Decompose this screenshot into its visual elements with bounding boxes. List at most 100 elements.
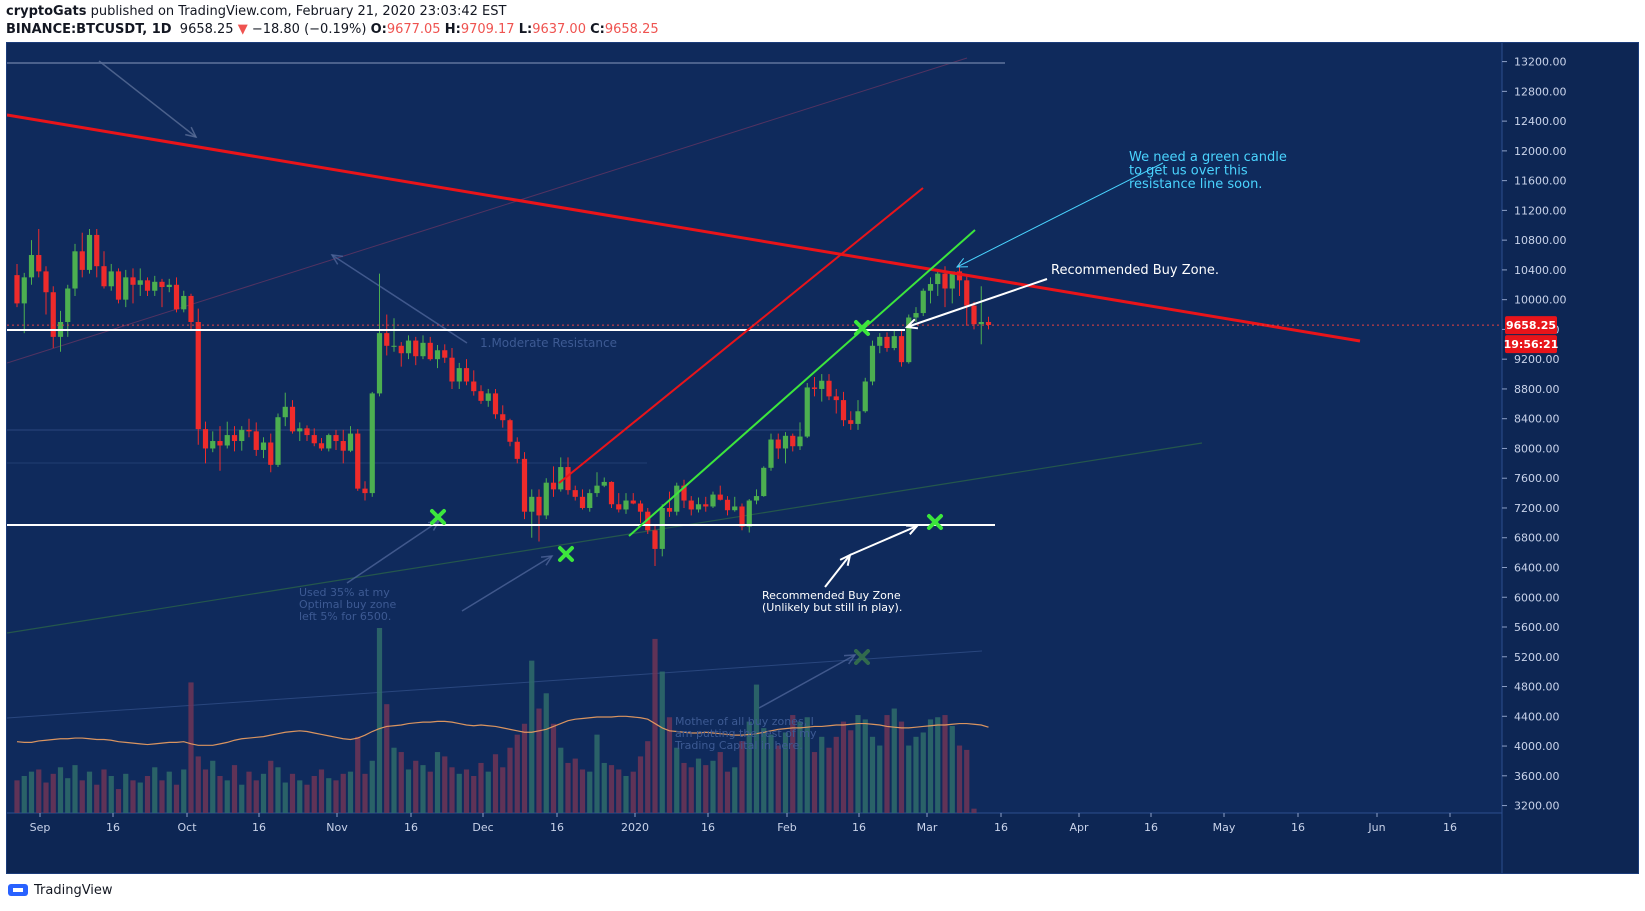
buy-zone-upper-arrow xyxy=(906,278,1048,328)
volume-bar xyxy=(666,717,673,813)
volume-bar xyxy=(514,734,520,813)
candle-body xyxy=(333,435,339,442)
price-tick-label: 13200.00 xyxy=(1514,56,1567,69)
high-value: 9709.17 xyxy=(460,22,515,37)
candle-body xyxy=(782,435,789,449)
candle-body xyxy=(166,284,172,288)
faint-top-arrow-head xyxy=(185,126,198,139)
volume-bar xyxy=(260,773,267,813)
used-35-note-line: Used 35% at my xyxy=(299,586,390,599)
candle-body xyxy=(594,485,600,494)
volume-bar xyxy=(28,771,35,813)
candle-body xyxy=(637,503,644,512)
volume-bar xyxy=(558,747,564,813)
price-tick-label: 3200.00 xyxy=(1514,800,1560,813)
volume-bar xyxy=(115,789,122,813)
volume-bar xyxy=(529,660,535,813)
buy-zone-lower-line: Recommended Buy Zone xyxy=(762,589,901,602)
price-tick-label: 7600.00 xyxy=(1514,472,1560,485)
last-price-label: 9658.25 xyxy=(1506,319,1556,332)
green-candle-note-arrow-head xyxy=(955,257,969,268)
volume-bar xyxy=(485,771,491,813)
candle-body xyxy=(877,336,883,346)
candle-body xyxy=(797,436,803,447)
chart-area[interactable]: 3200.00 3600.00 4000.00 4400.00 4800.00 5200.… xyxy=(6,42,1639,874)
volume-bar xyxy=(268,760,274,813)
mother-zone-note-line: Trading Capital in here. xyxy=(674,739,803,752)
faint-used-arrow-2 xyxy=(461,555,553,612)
volume-bar xyxy=(304,784,310,813)
candle-body xyxy=(746,500,752,527)
green-candle-note-line: to get us over this xyxy=(1129,164,1248,179)
candle-body xyxy=(695,504,702,510)
used-35-note-line: Optimal buy zone xyxy=(299,598,396,611)
candle-body xyxy=(398,345,404,354)
candle-body xyxy=(79,251,85,270)
volume-bar xyxy=(442,756,448,813)
candle-body xyxy=(427,342,433,360)
candle-body xyxy=(862,381,868,412)
volume-bar xyxy=(282,782,288,813)
buy-zone-lower-arrow-stem xyxy=(824,554,851,588)
candle-body xyxy=(391,345,397,347)
candle-body xyxy=(898,336,905,363)
open-label: O: xyxy=(370,22,387,37)
time-tick-label: 16 xyxy=(550,821,564,834)
volume-bar xyxy=(753,684,760,813)
candle-body xyxy=(956,271,963,281)
volume-bar xyxy=(130,780,136,813)
publisher-line: cryptoGats published on TradingView.com,… xyxy=(6,4,506,19)
candle-body xyxy=(137,280,143,285)
faint-used-arrow xyxy=(346,520,440,584)
candle-body xyxy=(514,441,520,459)
time-tick-label: Dec xyxy=(472,821,493,834)
candle-body xyxy=(978,321,984,325)
candle-body xyxy=(869,345,876,382)
volume-bar xyxy=(434,752,441,813)
volume-bar xyxy=(790,715,796,813)
time-axis[interactable] xyxy=(7,813,1502,874)
time-tick-label: 16 xyxy=(1443,821,1457,834)
candle-body xyxy=(558,467,564,490)
candle-body xyxy=(645,511,651,531)
volume-bar xyxy=(398,752,404,813)
price-tick-label: 12800.00 xyxy=(1514,85,1567,98)
buy-zone-lower-arrow-head xyxy=(905,524,920,535)
last-price-label-box xyxy=(1505,316,1557,335)
volume-bar xyxy=(369,760,375,813)
volume-bar xyxy=(971,808,977,813)
candle-body xyxy=(463,368,470,382)
candle-body xyxy=(420,342,426,357)
candle-body xyxy=(159,281,165,288)
candle-body xyxy=(732,506,738,511)
time-tick-label: 16 xyxy=(1144,821,1158,834)
candle-body xyxy=(449,357,455,382)
volume-bar xyxy=(275,767,281,813)
volume-moving-average-line xyxy=(16,715,989,746)
faint-upper-trendline xyxy=(7,57,968,364)
volume-bar xyxy=(384,704,390,813)
symbol-label[interactable]: BINANCE:BTCUSDT, 1D xyxy=(6,22,172,37)
candle-body xyxy=(913,313,919,318)
volume-bar xyxy=(355,736,361,813)
footer-brand: TradingView xyxy=(8,882,113,898)
candle-body xyxy=(935,273,941,285)
volume-bar xyxy=(949,725,955,813)
volume-bar xyxy=(159,780,165,813)
candle-body xyxy=(724,499,731,511)
buy-zone-cross-marker xyxy=(430,509,446,525)
author-name[interactable]: cryptoGats xyxy=(6,4,87,19)
candle-body xyxy=(188,295,194,322)
price-axis[interactable] xyxy=(1502,43,1639,874)
price-tick-label: 12000.00 xyxy=(1514,145,1567,158)
time-tick-label: Sep xyxy=(30,821,51,834)
candle-body xyxy=(855,411,861,424)
volume-bar xyxy=(14,780,20,813)
volume-bar xyxy=(906,745,912,813)
volume-bar xyxy=(594,734,600,813)
volume-bar xyxy=(246,771,252,813)
volume-bar xyxy=(65,778,71,813)
chart-canvas[interactable]: 3200.00 3600.00 4000.00 4400.00 4800.00 5200.… xyxy=(7,43,1639,874)
time-tick-label: 16 xyxy=(252,821,266,834)
buy-zone-cross-marker xyxy=(558,546,574,562)
